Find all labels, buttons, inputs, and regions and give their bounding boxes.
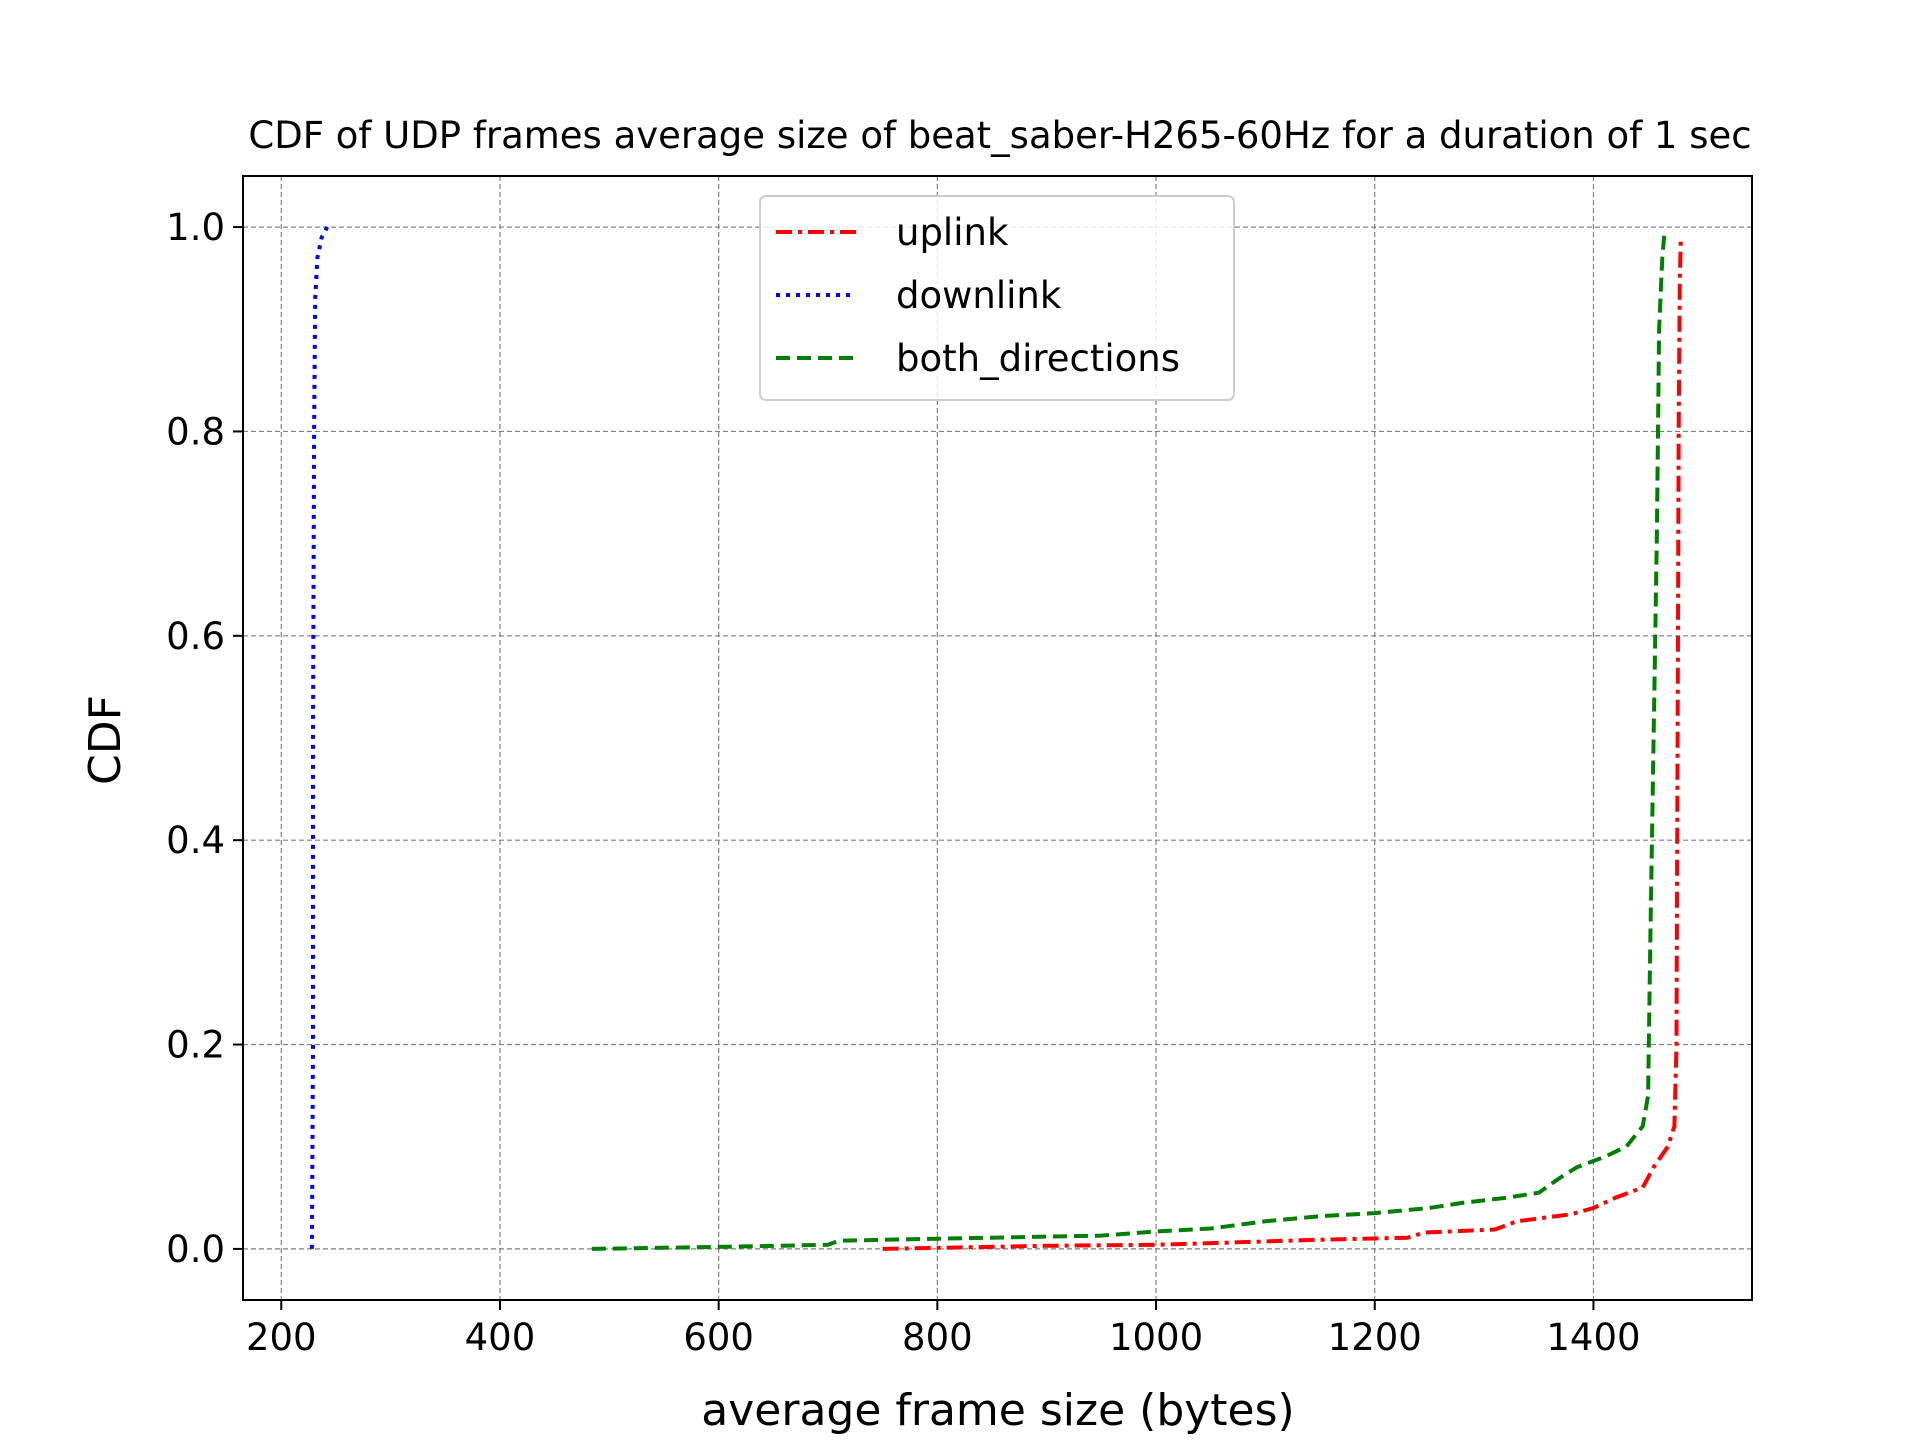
y-tick-label: 0.4 — [166, 819, 225, 862]
series-layer — [309, 226, 1683, 1251]
x-tick-label: 600 — [683, 1316, 754, 1359]
legend-label: downlink — [896, 274, 1062, 317]
series-line-both-directions — [591, 232, 1667, 1251]
y-tick-label: 1.0 — [166, 206, 225, 249]
plot-frame — [242, 175, 1753, 1301]
x-tick-label: 400 — [465, 1316, 536, 1359]
y-tick-label: 0.0 — [166, 1228, 225, 1271]
y-tick-label: 0.6 — [166, 615, 225, 658]
grid-layer — [243, 176, 1752, 1300]
x-tick-label: 1400 — [1546, 1316, 1640, 1359]
legend-box — [759, 195, 1235, 401]
legend-label: both_directions — [896, 337, 1180, 380]
x-tick-label: 1000 — [1109, 1316, 1203, 1359]
chart-title: CDF of UDP frames average size of beat_s… — [248, 114, 1751, 157]
y-tick-label: 0.8 — [166, 410, 225, 453]
series-line-downlink — [309, 226, 329, 1249]
x-tick-label: 800 — [902, 1316, 973, 1359]
x-tick-label: 1200 — [1328, 1316, 1422, 1359]
x-tick-label: 200 — [246, 1316, 317, 1359]
y-axis-label: CDF — [80, 695, 131, 785]
tick-layer: 200 400 600 800 1000 1200 1400 0.0 0.2 0.4 0.6 0.8 1… — [166, 206, 1640, 1359]
legend: uplink downlink both_directions — [759, 195, 1235, 401]
series-line-uplink — [882, 237, 1683, 1251]
legend-label: uplink — [896, 211, 1009, 254]
y-tick-label: 0.2 — [166, 1024, 225, 1067]
x-axis-label: average frame size (bytes) — [701, 1385, 1294, 1436]
